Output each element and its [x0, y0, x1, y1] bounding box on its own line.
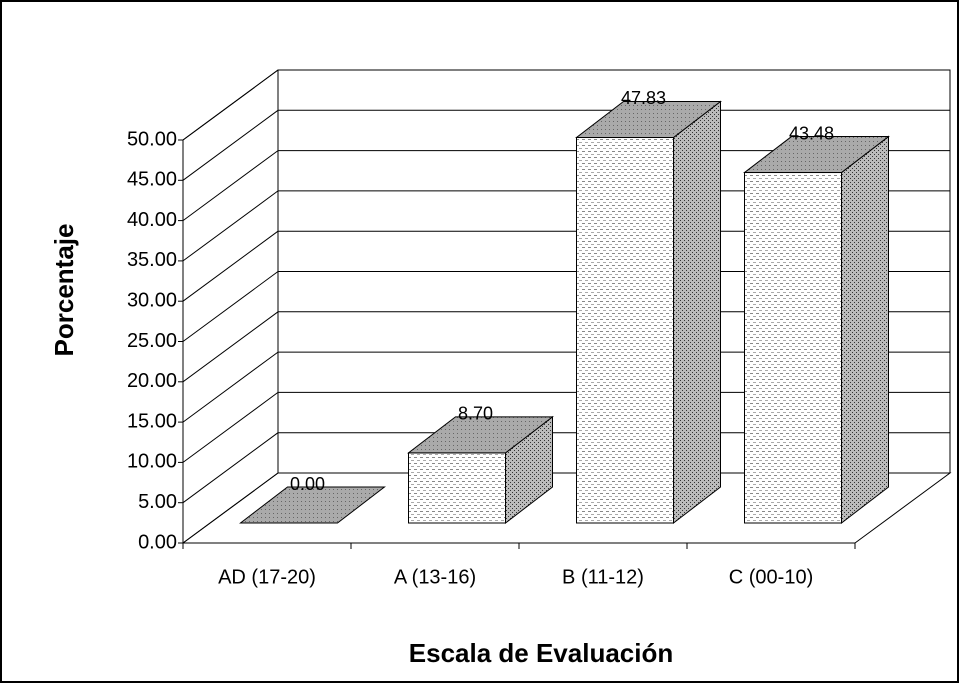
bar-side	[673, 100, 721, 525]
y-tick-label: 45.00	[127, 169, 177, 191]
value-label: 0.00	[290, 474, 325, 494]
bar	[575, 100, 722, 525]
grid-line	[182, 109, 279, 181]
value-label: 8.70	[458, 404, 493, 424]
y-axis-label: Porcentaje	[49, 224, 79, 357]
back-wall	[277, 69, 951, 473]
x-tick-label: B (11-12)	[562, 566, 644, 588]
bar-top	[743, 136, 890, 174]
x-tick-label: C (00-10)	[729, 566, 813, 588]
bar-side	[841, 135, 889, 525]
y-tick-label: 15.00	[127, 410, 177, 432]
value-label: 43.48	[789, 123, 834, 143]
grid-line	[182, 432, 279, 504]
x-tick-label: A (13-16)	[394, 566, 476, 588]
grid-line	[182, 271, 279, 342]
grid-line	[182, 311, 279, 383]
grid-line	[182, 150, 279, 222]
bar-front	[408, 452, 506, 524]
grid-line	[182, 230, 279, 302]
grid-line	[182, 351, 279, 423]
bar-top	[407, 416, 554, 454]
bar-top	[239, 486, 386, 524]
bar-front	[744, 172, 842, 524]
y-tick-label: 50.00	[127, 128, 177, 150]
bar-front	[576, 136, 674, 524]
bar	[239, 486, 386, 524]
bar	[743, 135, 890, 525]
x-axis-label: Escala de Evaluación	[409, 638, 673, 668]
y-tick-label: 35.00	[127, 249, 177, 271]
value-label: 47.83	[621, 88, 666, 108]
y-tick-label: 0.00	[138, 531, 177, 553]
side-wall-edge	[182, 69, 279, 141]
y-tick-label: 30.00	[127, 289, 177, 311]
y-tick-label: 25.00	[127, 330, 177, 352]
y-tick-label: 40.00	[127, 209, 177, 231]
grid-line	[182, 190, 279, 262]
x-tick-label: AD (17-20)	[218, 566, 316, 588]
bar	[407, 415, 554, 525]
y-tick-label: 10.00	[127, 451, 177, 473]
bar-top	[575, 100, 722, 138]
y-tick-label: 20.00	[127, 370, 177, 392]
y-tick-label: 5.00	[138, 491, 177, 513]
grid-line	[182, 391, 279, 463]
